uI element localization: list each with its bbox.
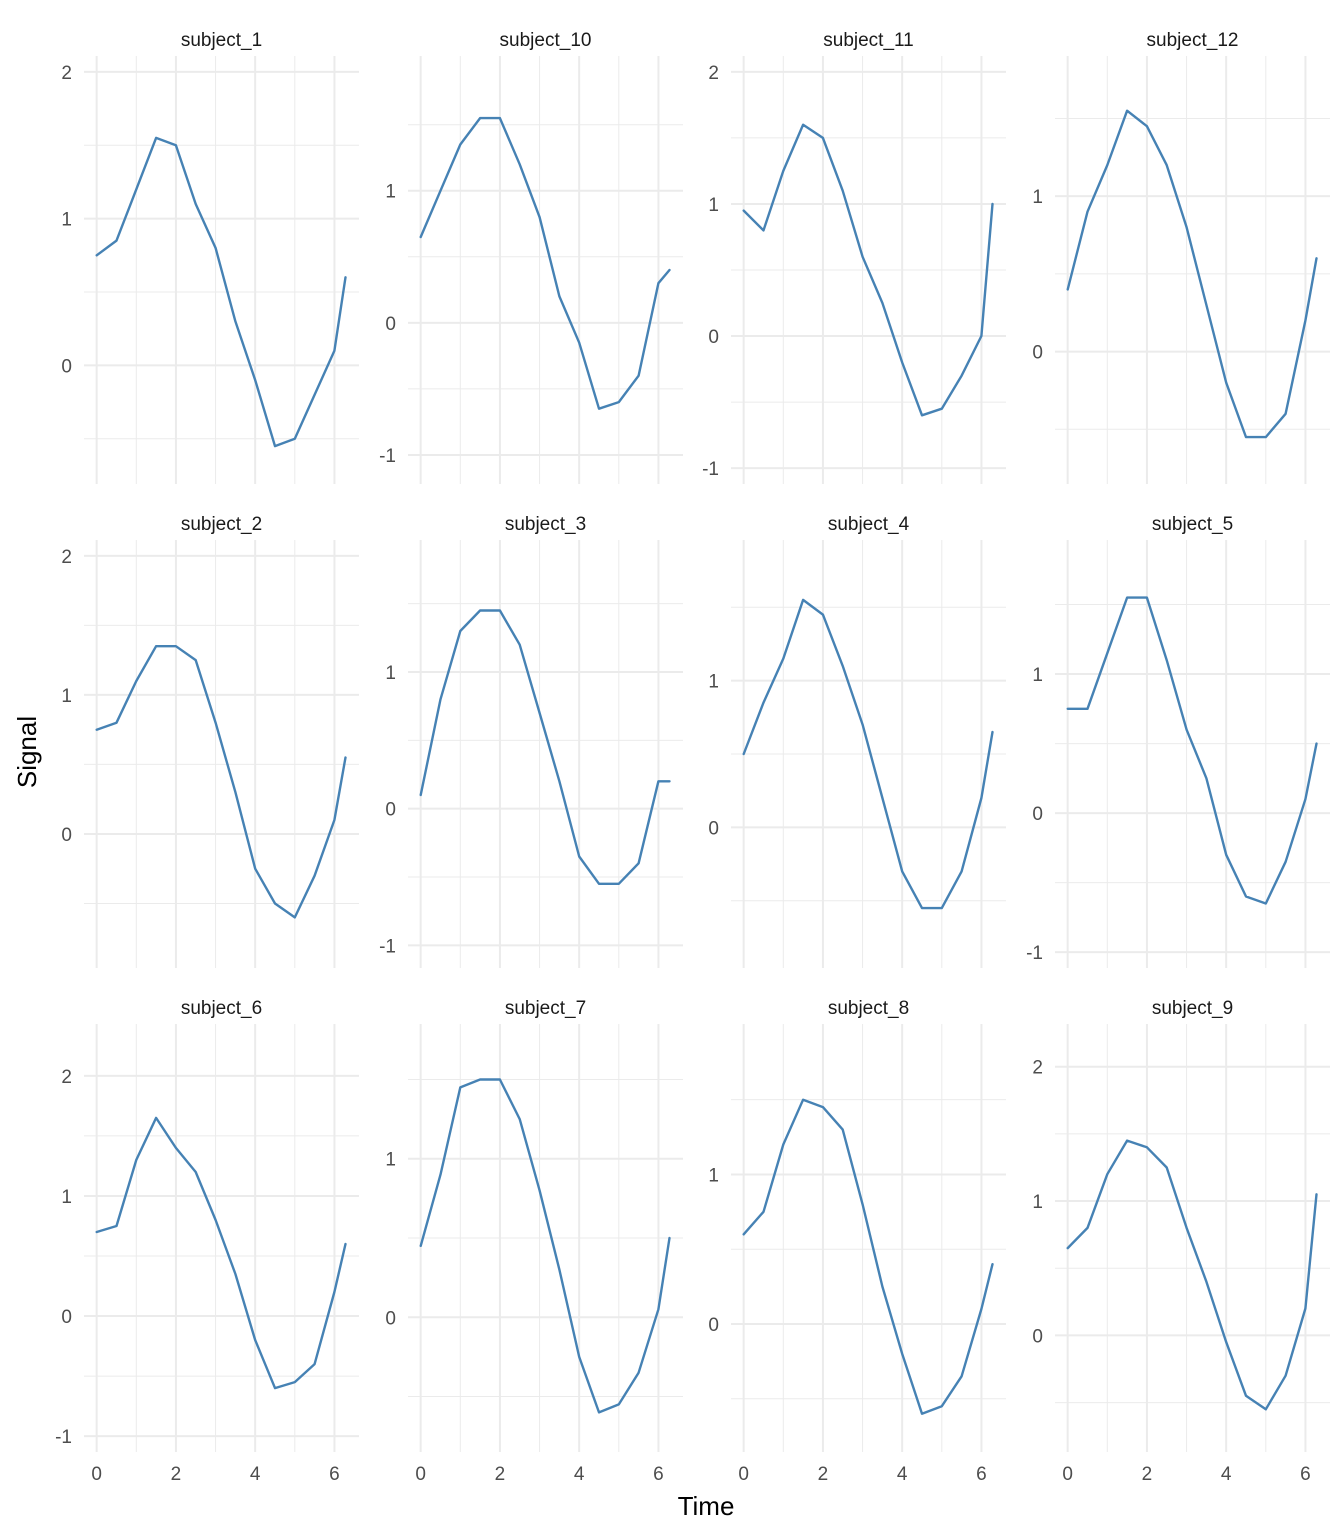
facet-strip-label: subject_7: [505, 998, 586, 1019]
facet-strip-label: subject_10: [500, 30, 592, 51]
x-tick-label: 6: [653, 1464, 664, 1485]
y-tick-label: 0: [1032, 343, 1043, 364]
y-tick-label: 1: [1032, 665, 1043, 686]
x-tick-label: 4: [250, 1464, 261, 1485]
y-tick-label: 2: [61, 1067, 72, 1088]
facet-panels: subject_1012subject_10-101subject_11-101…: [55, 30, 1330, 1485]
series-line-subject_6: [95, 1116, 347, 1390]
x-tick-label: 2: [495, 1464, 506, 1485]
y-tick-label: 0: [385, 314, 396, 335]
series-line-subject_4: [742, 598, 994, 910]
facet-strip-label: subject_11: [823, 30, 914, 51]
series-line-subject_11: [742, 123, 994, 417]
facet-strip-label: subject_6: [181, 998, 262, 1019]
y-tick-label: 1: [1032, 187, 1043, 208]
x-tick-label: 0: [1062, 1464, 1073, 1485]
y-axis-title: Signal: [12, 716, 42, 788]
series-line-subject_3: [419, 609, 671, 885]
x-tick-label: 6: [1300, 1464, 1311, 1485]
y-tick-label: 0: [61, 356, 72, 377]
facet-strip-label: subject_2: [181, 514, 262, 535]
x-tick-label: 4: [574, 1464, 585, 1485]
facet-panel-subject_2: subject_2 0 1 2: [61, 514, 359, 968]
facet-strip-label: subject_9: [1152, 998, 1233, 1019]
series-line-subject_5: [1066, 596, 1318, 905]
y-tick-label: 1: [1032, 1192, 1043, 1213]
facet-strip-label: subject_4: [828, 514, 910, 535]
facet-panel-subject_11: subject_11 -1 0 1 2: [702, 30, 1006, 484]
facet-panel-subject_4: subject_4 0 1: [708, 514, 1006, 968]
series-line-subject_8: [742, 1098, 994, 1415]
y-tick-label: 0: [708, 818, 719, 839]
facet-panel-subject_3: subject_3 -1 0 1: [379, 514, 683, 968]
x-tick-label: 0: [91, 1464, 102, 1485]
y-tick-label: -1: [55, 1427, 72, 1448]
y-tick-label: -1: [379, 936, 396, 957]
x-tick-label: 4: [1221, 1464, 1232, 1485]
y-tick-label: 1: [61, 1187, 72, 1208]
y-tick-label: 2: [61, 63, 72, 84]
facet-panel-subject_5: subject_5 -1 0 1: [1026, 514, 1330, 968]
y-tick-label: 2: [1032, 1058, 1043, 1079]
y-tick-label: 0: [708, 1315, 719, 1336]
y-tick-label: 1: [708, 1165, 719, 1186]
facet-strip-label: subject_12: [1147, 30, 1239, 51]
series-line-subject_10: [419, 116, 671, 410]
facet-panel-subject_6: subject_6 -1 0 1 2 0 2 4 6: [55, 998, 359, 1485]
y-tick-label: -1: [1026, 943, 1043, 964]
y-tick-label: -1: [702, 459, 719, 480]
x-tick-label: 2: [818, 1464, 829, 1485]
facet-strip-label: subject_5: [1152, 514, 1233, 535]
facet-panel-subject_7: subject_7 0 1 0 2 4 6: [385, 998, 683, 1485]
series-line-subject_12: [1066, 109, 1318, 439]
facet-panel-subject_8: subject_8 0 1 0 2 4 6: [708, 998, 1006, 1485]
facet-panel-subject_10: subject_10 -1 0 1: [379, 30, 683, 484]
x-tick-label: 6: [976, 1464, 987, 1485]
y-tick-label: 0: [385, 1308, 396, 1329]
x-tick-label: 2: [171, 1464, 182, 1485]
y-tick-label: 1: [61, 686, 72, 707]
y-tick-label: 2: [61, 547, 72, 568]
y-tick-label: -1: [379, 446, 396, 467]
facet-panel-subject_9: subject_9 0 1 2 0 2 4 6: [1032, 998, 1330, 1485]
y-tick-label: 0: [708, 327, 719, 348]
y-tick-label: 1: [61, 210, 72, 231]
x-tick-label: 0: [415, 1464, 426, 1485]
y-tick-label: 0: [1032, 804, 1043, 825]
facet-strip-label: subject_3: [505, 514, 586, 535]
x-axis-title: Time: [678, 1491, 735, 1521]
y-tick-label: 0: [1032, 1326, 1043, 1347]
series-line-subject_1: [95, 136, 347, 448]
y-tick-label: 1: [385, 1150, 396, 1171]
y-tick-label: 1: [385, 663, 396, 684]
y-tick-label: 0: [61, 825, 72, 846]
facet-strip-label: subject_1: [181, 30, 262, 51]
y-tick-label: 1: [385, 182, 396, 203]
series-line-subject_2: [95, 645, 347, 919]
series-line-subject_9: [1066, 1139, 1318, 1411]
series-line-subject_7: [419, 1078, 671, 1414]
x-tick-label: 6: [329, 1464, 340, 1485]
x-tick-label: 2: [1142, 1464, 1153, 1485]
x-tick-label: 4: [897, 1464, 908, 1485]
facet-strip-label: subject_8: [828, 998, 909, 1019]
y-tick-label: 1: [708, 672, 719, 693]
facet-panel-subject_1: subject_1 0 1 2: [61, 30, 359, 484]
facet-panel-subject_12: subject_12 0 1: [1032, 30, 1330, 484]
y-tick-label: 1: [708, 195, 719, 216]
y-tick-label: 0: [61, 1307, 72, 1328]
y-tick-label: 2: [708, 63, 719, 84]
y-tick-label: 0: [385, 800, 396, 821]
x-tick-label: 0: [738, 1464, 749, 1485]
